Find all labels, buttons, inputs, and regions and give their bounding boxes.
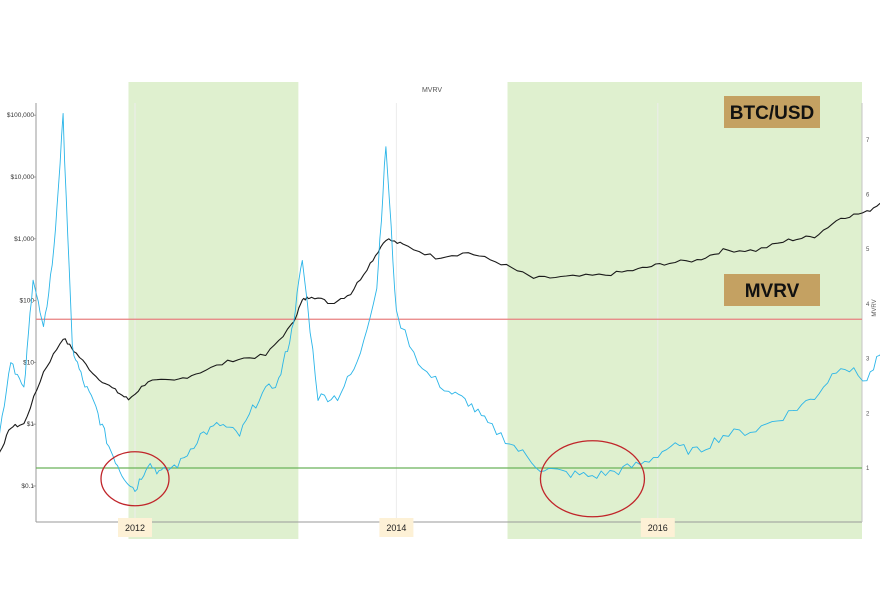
right-tick-label: 4 (866, 302, 870, 308)
shaded-period-2 (507, 82, 862, 539)
shaded-periods (128, 82, 862, 539)
year-label-2012: 2012 (125, 523, 145, 533)
callout-label-1: BTC/USD (730, 103, 814, 124)
left-axis-ticks: $100,000 $10,000 $1,000 $100 $10 $1 $0.1 (7, 112, 36, 490)
left-tick-label: $0.1 (21, 483, 34, 490)
axes (35, 103, 863, 523)
year-label-2016: 2016 (648, 523, 668, 533)
btc-usd-series-line (0, 202, 880, 453)
left-tick-label: $100 (20, 298, 35, 305)
left-tick-label: $1,000 (14, 236, 34, 243)
year-label-box-2014 (379, 518, 414, 537)
left-tick-label: $100,000 (7, 112, 34, 119)
right-tick-label: 5 (866, 247, 870, 253)
left-tick-label: $1 (27, 421, 35, 428)
right-tick-label: 2 (866, 411, 870, 417)
left-tick-label: $10,000 (11, 174, 35, 181)
callout-box-2 (724, 274, 820, 306)
bottom-circle-2 (539, 440, 646, 518)
bottom-circles (100, 440, 646, 518)
reference-lines (36, 318, 862, 469)
right-tick-label: 7 (866, 138, 870, 144)
callout-label-2: MVRV (745, 281, 800, 302)
series-lines (0, 113, 880, 492)
left-tick-label: $10 (23, 359, 34, 366)
shaded-period-1 (128, 82, 299, 539)
right-tick-label: 6 (866, 193, 870, 199)
callouts: BTC/USD MVRV (724, 96, 820, 306)
right-axis-label: MVRV (872, 299, 878, 316)
year-label-2014: 2014 (386, 523, 406, 533)
bottom-circle-1 (100, 451, 170, 507)
right-tick-label: 1 (866, 466, 870, 472)
right-axis-ticks: 7 6 5 4 3 2 1 (866, 138, 870, 472)
mvrv-series-line (0, 113, 880, 492)
callout-box-1 (724, 96, 820, 128)
chart-title: MVRV (422, 87, 442, 94)
year-labels: 201220142016201820202022 (118, 518, 675, 537)
year-label-box-2016 (640, 518, 675, 537)
year-label-box-2012 (118, 518, 152, 537)
right-tick-label: 3 (866, 357, 870, 363)
